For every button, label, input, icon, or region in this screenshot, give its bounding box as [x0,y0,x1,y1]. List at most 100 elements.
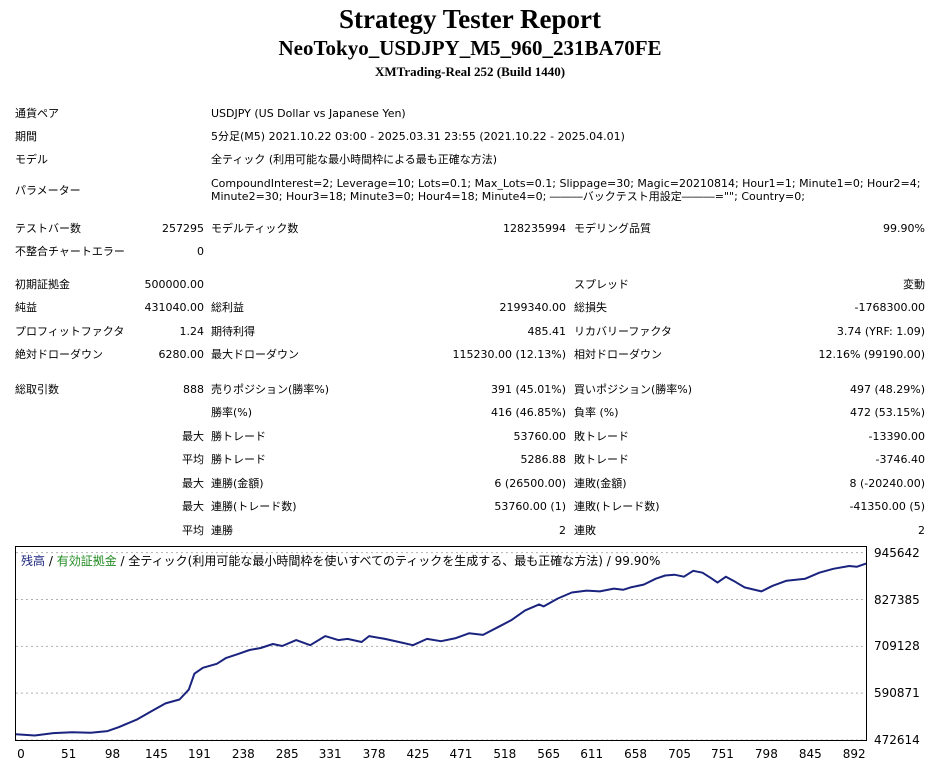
x-tick-label: 238 [231,747,255,761]
avg-consec-wins-label: 連勝 [211,524,233,537]
legend-separator: / [45,554,57,568]
max-consec-wins-value: 6 (26500.00) [494,477,566,490]
max-consec-profit-value: 53760.00 (1) [494,500,566,513]
y-tick-label: 590871 [874,686,920,701]
x-tick-label: 98 [104,747,121,761]
x-tick-label: 565 [537,747,561,761]
max-consec-loss-value: -41350.00 (5) [849,500,925,513]
total-trades-value: 888 [183,383,204,396]
mismatch-label: 不整合チャートエラー [15,245,125,258]
model-label: モデル [15,153,48,166]
largest-loss-value: -13390.00 [868,430,925,443]
avg-loss-value: -3746.40 [875,453,925,466]
quality-value: 99.90% [883,222,925,235]
x-tick-label: 285 [275,747,299,761]
net-profit-label: 純益 [15,301,37,314]
profit-factor-label: プロフィットファクタ [15,325,125,338]
balance-line [16,562,866,737]
mismatch-value: 0 [197,245,204,258]
long-positions-value: 497 (48.29%) [849,383,925,396]
expected-payoff-label: 期待利得 [211,325,255,338]
win-rate-label: 勝率(%) [211,406,253,419]
gross-profit-value: 2199340.00 [499,301,566,314]
chart-plot [16,552,866,740]
params-line-1: CompoundInterest=2; Leverage=10; Lots=0.… [211,177,921,190]
quality-label: モデリング品質 [574,222,651,235]
symbol-value: USDJPY (US Dollar vs Japanese Yen) [211,107,406,120]
report-subtitle: NeoTokyo_USDJPY_M5_960_231BA70FE [278,36,662,60]
short-positions-value: 391 (45.01%) [490,383,566,396]
win-rate-value: 416 (46.85%) [490,406,566,419]
bars-label: テストバー数 [15,222,81,235]
avg-loss-label: 敗トレード [574,453,629,466]
gross-loss-label: 総損失 [574,301,607,314]
bars-value: 257295 [162,222,204,235]
average-prefix: 平均 [182,453,204,466]
gross-profit-label: 総利益 [211,301,244,314]
server-build: XMTrading-Real 252 (Build 1440) [374,64,566,79]
max-consec-2-prefix: 最大 [182,500,204,513]
net-profit-value: 431040.00 [144,301,205,314]
max-consec-losses-value: 8 (-20240.00) [849,477,925,490]
chart-legend: 残高 / 有効証拠金 / 全ティック(利用可能な最小時間枠を使いすべてのティック… [21,554,663,568]
largest-loss-label: 敗トレード [574,430,629,443]
max-consec-profit-label: 連勝(トレード数) [211,500,297,513]
x-tick-label: 658 [624,747,648,761]
largest-win-value: 53760.00 [513,430,567,443]
y-tick-label: 945642 [874,545,920,560]
avg-consec-wins-value: 2 [559,524,566,537]
period-label: 期間 [15,130,37,143]
recovery-factor-label: リカバリーファクタ [574,325,672,338]
ticks-label: モデルティック数 [211,222,299,235]
rel-drawdown-value: 12.16% (99190.00) [818,348,925,361]
x-tick-label: 425 [406,747,430,761]
x-tick-label: 798 [754,747,778,761]
abs-drawdown-value: 6280.00 [158,348,205,361]
long-positions-label: 買いポジション(勝率%) [574,383,693,396]
abs-drawdown-label: 絶対ドローダウン [15,348,103,361]
x-tick-label: 751 [711,747,734,761]
ticks-value: 128235994 [503,222,566,235]
spread-value: 変動 [903,278,925,291]
x-tick-label: 518 [493,747,517,761]
x-tick-label: 331 [318,747,342,761]
x-tick-label: 892 [842,747,866,761]
x-tick-label: 471 [449,747,473,761]
deposit-value: 500000.00 [144,278,205,291]
legend-equity: 有効証拠金 [56,554,117,568]
expected-payoff-value: 485.41 [527,325,567,338]
params-line-2: Minute2=30; Hour3=18; Minute3=0; Hour4=1… [211,190,805,203]
legend-balance: 残高 [21,554,46,568]
spread-label: スプレッド [574,278,629,291]
x-tick-label: 378 [362,747,386,761]
params-label: パラメーター [15,184,81,197]
max-consec-losses-label: 連敗(金額) [574,477,627,490]
x-tick-label: 51 [60,747,77,761]
model-value: 全ティック (利用可能な最小時間枠による最も正確な方法) [211,153,498,166]
x-tick-label: 0 [17,747,25,761]
balance-chart: 残高 / 有効証拠金 / 全ティック(利用可能な最小時間枠を使いすべてのティック… [15,546,867,741]
legend-separator: / [116,554,129,568]
legend-description: 全ティック(利用可能な最小時間枠を使いすべてのティックを生成する、最も正確な方法… [128,554,661,568]
gross-loss-value: -1768300.00 [854,301,925,314]
max-consec-wins-label: 連勝(金額) [211,477,264,490]
y-tick-label: 709128 [874,639,920,654]
symbol-label: 通貨ペア [15,107,59,120]
profit-factor-value: 1.24 [179,325,205,338]
avg-consec-losses-value: 2 [918,524,925,537]
report-title: Strategy Tester Report [339,4,601,34]
x-tick-label: 705 [668,747,691,761]
x-tick-label: 611 [580,747,604,761]
max-consec-loss-label: 連敗(トレード数) [574,500,660,513]
avg-consec-prefix: 平均 [182,524,204,537]
loss-rate-value: 472 (53.15%) [849,406,925,419]
y-tick-label: 472614 [874,733,920,747]
largest-prefix: 最大 [182,430,204,443]
x-tick-label: 845 [798,747,822,761]
max-drawdown-label: 最大ドローダウン [211,348,299,361]
avg-win-label: 勝トレード [211,453,266,466]
x-tick-label: 145 [144,747,168,761]
avg-win-value: 5286.88 [520,453,567,466]
y-tick-label: 827385 [874,592,920,607]
period-value: 5分足(M5) 2021.10.22 03:00 - 2025.03.31 23… [211,130,625,143]
